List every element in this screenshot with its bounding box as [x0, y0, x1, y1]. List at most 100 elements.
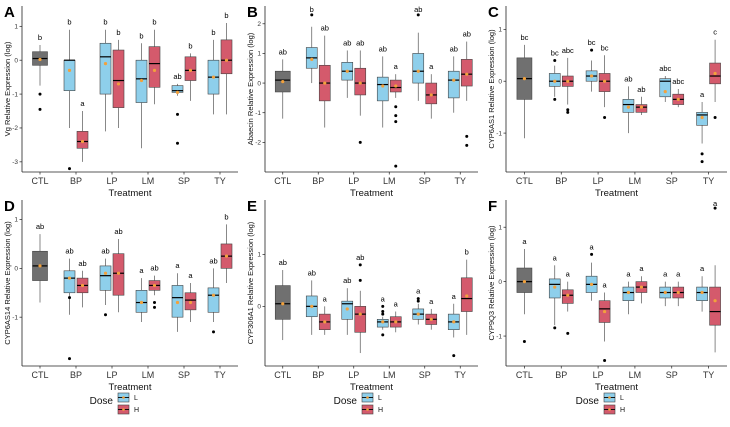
box-ty-l: ab — [207, 256, 220, 334]
box-sp-l: ab — [171, 72, 184, 145]
mean-point — [566, 293, 570, 297]
box-bp-l: ab — [63, 247, 76, 361]
mean-point — [80, 139, 85, 144]
box-sp-h: a — [184, 271, 197, 323]
mean-point — [639, 105, 644, 109]
box-ctl: ab — [32, 222, 48, 303]
x-tick-label: LP — [593, 176, 604, 186]
outlier-point — [68, 167, 71, 171]
significance-letter: a — [700, 90, 705, 99]
significance-letter: b — [116, 28, 120, 37]
significance-letter: b — [103, 18, 107, 27]
x-tick-label: BP — [70, 370, 82, 380]
significance-letter: bc — [520, 33, 528, 42]
outlier-point — [553, 326, 557, 330]
x-tick-label: TY — [703, 370, 715, 380]
outlier-point — [566, 108, 570, 112]
panel-letter: B — [247, 4, 258, 21]
significance-letter: a — [566, 270, 571, 279]
box-sp-h: a — [672, 270, 685, 307]
panel-letter: D — [4, 198, 15, 215]
mean-point — [452, 320, 456, 324]
legend-mean — [608, 408, 611, 411]
significance-letter: ab — [624, 74, 632, 83]
mean-point — [676, 97, 680, 101]
outlier-point — [381, 304, 385, 308]
significance-letter: ab — [173, 72, 181, 81]
x-tick-label: CTL — [274, 370, 291, 380]
outlier-point — [381, 312, 385, 316]
x-tick-label: BP — [555, 176, 567, 186]
mean-point — [188, 68, 193, 72]
y-tick-label: -1 — [12, 314, 18, 321]
mean-point — [323, 81, 327, 85]
mean-point — [416, 312, 420, 316]
x-axis-title: Treatment — [595, 382, 638, 393]
significance-letter: b — [38, 33, 42, 42]
outlier-point — [104, 313, 107, 317]
box-iqr — [99, 265, 112, 291]
mean-point — [663, 89, 667, 94]
outlier-point — [465, 143, 469, 147]
y-tick-label: -1 — [496, 333, 502, 340]
x-tick-label: CTL — [274, 176, 291, 186]
box-lp-l: ab — [99, 247, 112, 317]
legend-label-h: H — [378, 407, 383, 414]
outlier-point — [465, 134, 469, 138]
outlier-point — [212, 330, 215, 334]
significance-letter: b — [188, 41, 192, 50]
x-axis-title: Treatment — [109, 188, 152, 199]
y-tick-label: -2 — [12, 125, 18, 132]
box-lm-h: ab — [148, 264, 161, 309]
outlier-point — [416, 297, 420, 301]
x-tick-label: SP — [419, 370, 431, 380]
y-axis-title: Vg Relative Expression (log) — [3, 41, 12, 136]
significance-letter: b — [224, 212, 228, 221]
outlier-point — [68, 357, 71, 361]
outlier-point — [358, 263, 362, 267]
mean-point — [381, 84, 385, 88]
box-lp-l: a — [585, 242, 598, 301]
panel-f: 1 0 -1 CTL BP LP LM SP TY Treatment CYP9Q3 Relativ… — [487, 198, 727, 393]
box-lm-l: ab — [622, 74, 635, 134]
significance-letter: ab — [463, 30, 471, 39]
x-tick-label: TY — [214, 370, 226, 380]
mean-point — [139, 300, 144, 305]
outlier-point — [394, 164, 398, 168]
box-bp-l: bc — [548, 48, 561, 101]
mean-point — [358, 81, 362, 85]
mean-point — [211, 75, 216, 79]
box-bp-h: abc — [562, 46, 574, 114]
box-sp-h: b — [184, 41, 197, 101]
panel-c: 1 0 -1 CTL BP LP LM SP TY Treatment CYP6AS1 Relati… — [487, 4, 727, 199]
y-tick-label: -2 — [255, 140, 261, 147]
significance-letter: ab — [343, 38, 351, 47]
outlier-point — [522, 340, 526, 344]
box-ty-l: a — [696, 90, 708, 164]
panel-letter: C — [488, 4, 499, 21]
box-bp-h: ab — [76, 259, 89, 308]
panel-d: 1 0 -1 CTL BP LP LM SP TY Treatment CYP6AS14 Relat… — [3, 198, 238, 393]
significance-letter: ab — [356, 38, 364, 47]
y-tick-label: 1 — [498, 27, 502, 34]
significance-letter: c — [713, 28, 717, 37]
box-ty-h: b — [220, 212, 233, 283]
box-ty-l: a — [447, 292, 460, 358]
box-lp-h: ab — [112, 227, 125, 313]
y-tick-label: -1 — [255, 110, 261, 117]
box-lm-h: a — [389, 62, 402, 168]
box-lm-h: ab — [635, 85, 648, 115]
box-iqr — [447, 70, 460, 99]
y-axis-title: CYP9Q3 Relative Expression (log) — [487, 225, 496, 341]
significance-letter: a — [713, 199, 718, 208]
legend-label-l: L — [620, 395, 624, 402]
outlier-point — [713, 206, 717, 210]
significance-letter: a — [663, 270, 668, 279]
significance-letter: ab — [321, 24, 329, 33]
mean-point — [224, 58, 229, 62]
significance-letter: abc — [672, 77, 684, 86]
box-lm-h: a — [635, 264, 648, 304]
significance-letter: ab — [379, 44, 387, 53]
box-lm-l: a — [135, 266, 148, 323]
